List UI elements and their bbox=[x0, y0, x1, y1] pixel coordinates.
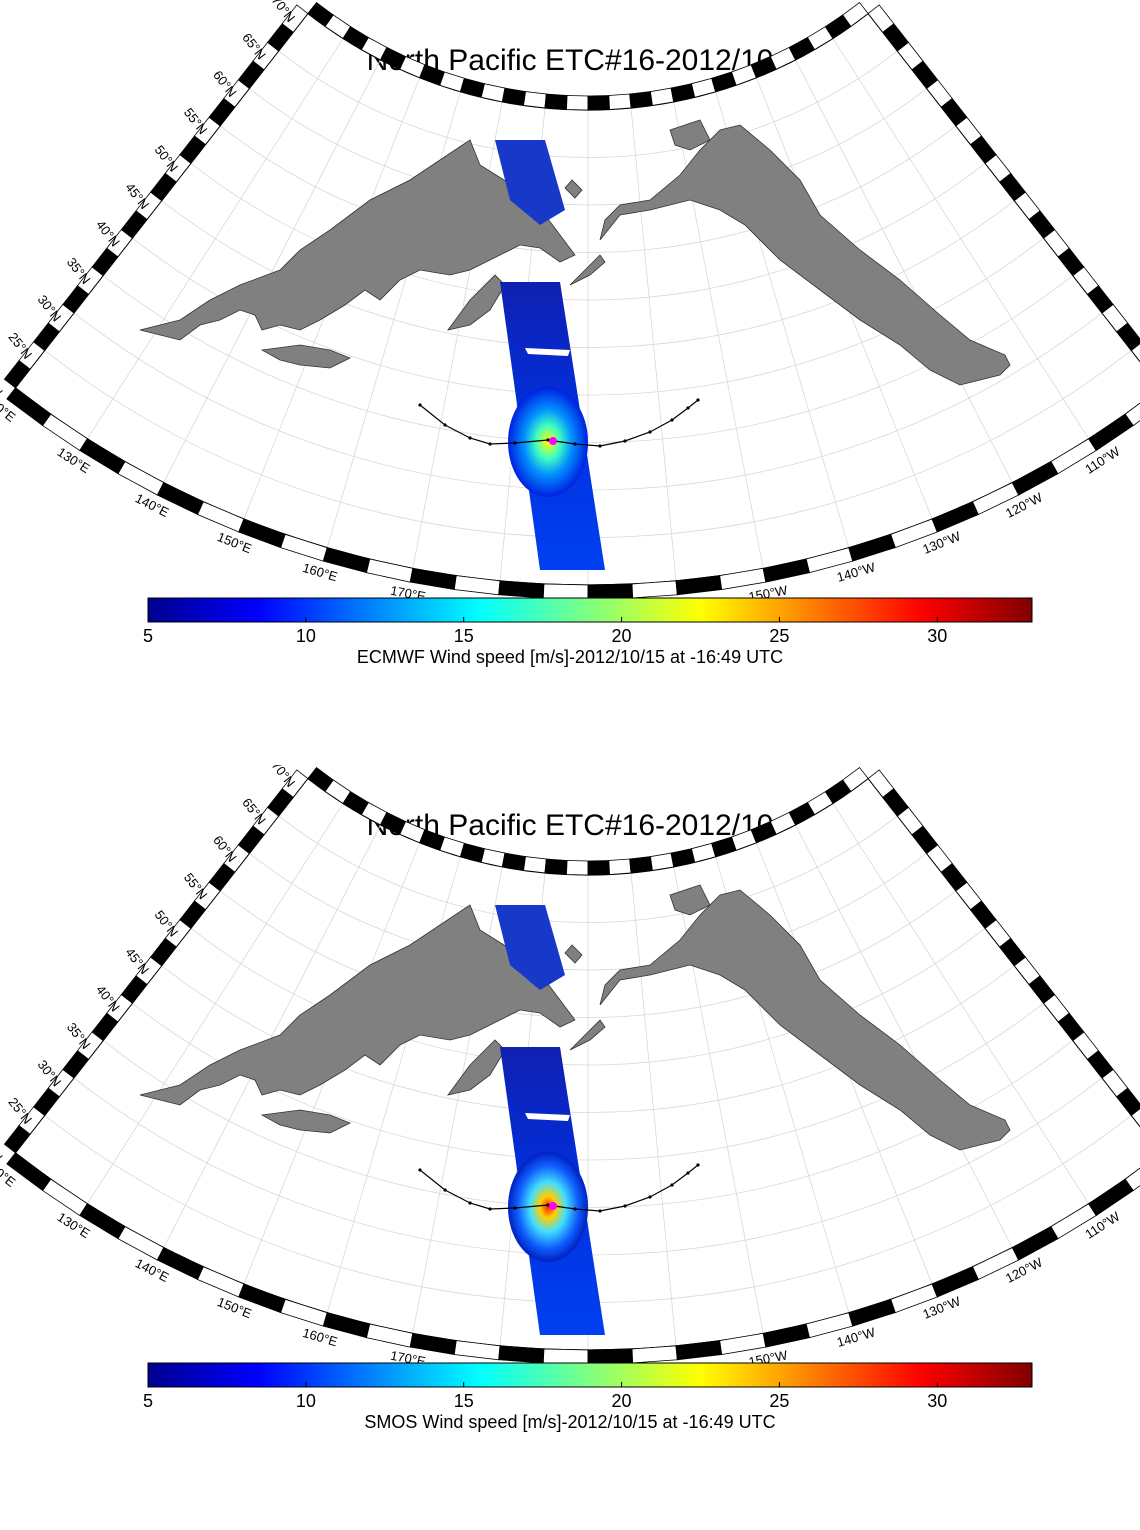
colorbar-tick-label: 10 bbox=[296, 626, 316, 646]
colorbar-tick-label: 15 bbox=[454, 1391, 474, 1411]
colorbar-tick-label: 20 bbox=[612, 626, 632, 646]
storm-track bbox=[418, 398, 700, 448]
colorbar-tick-label: 15 bbox=[454, 626, 474, 646]
ecmwf-panel: North Pacific ETC#16-2012/10 20°N 25°N 30°… bbox=[0, 0, 1140, 700]
colorbar-tick-label: 5 bbox=[143, 626, 153, 646]
colorbar-tick-label: 25 bbox=[769, 1391, 789, 1411]
wind-swath bbox=[495, 905, 605, 1335]
map-frame bbox=[3, 1, 1140, 600]
map-sector bbox=[44, 38, 1132, 585]
colorbar-tick-label: 5 bbox=[143, 1391, 153, 1411]
map-frame bbox=[3, 766, 1140, 1365]
smos-map: 20°N25°N30°N35°N40°N45°N50°N55°N60°N65°N… bbox=[0, 765, 1140, 1411]
colorbar-tick-label: 30 bbox=[927, 1391, 947, 1411]
lat-label: 20°N bbox=[0, 367, 6, 399]
land-masses bbox=[139, 119, 1011, 386]
lat-label: 20°N bbox=[0, 1132, 6, 1164]
colorbar-label: ECMWF Wind speed [m/s]-2012/10/15 at -16… bbox=[356, 647, 784, 667]
wind-swath bbox=[495, 140, 605, 570]
ecmwf-map: 20°N25°N30°N35°N40°N45°N50°N55°N60°N65°N… bbox=[0, 0, 1140, 646]
storm-track bbox=[418, 1163, 700, 1213]
colorbar-tick-label: 10 bbox=[296, 1391, 316, 1411]
colorbar-tick-label: 25 bbox=[769, 626, 789, 646]
colorbar-tick-label: 20 bbox=[612, 1391, 632, 1411]
land-masses bbox=[139, 884, 1011, 1151]
colorbar: 5 10 15 20 25 30 bbox=[143, 597, 1033, 646]
map-sector bbox=[44, 803, 1132, 1350]
colorbar-label: SMOS Wind speed [m/s]-2012/10/15 at -16:… bbox=[364, 1412, 776, 1432]
colorbar: 5 10 15 20 25 30 bbox=[143, 1362, 1033, 1411]
colorbar-tick-label: 30 bbox=[927, 626, 947, 646]
smos-panel: North Pacific ETC#16-2012/10 20°N 25°N 30°… bbox=[0, 765, 1140, 1465]
